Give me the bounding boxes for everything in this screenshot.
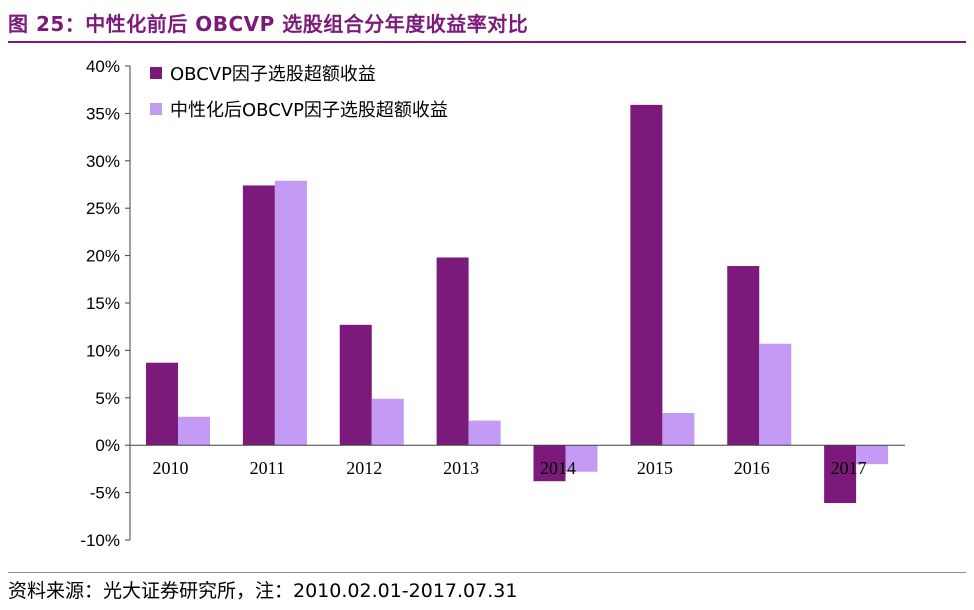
bar-obcvp-2017	[824, 445, 857, 504]
bar-obcvp-2011	[242, 185, 275, 446]
bar-neutralized-2014	[565, 445, 598, 472]
bar-obcvp-2012	[339, 324, 372, 446]
x-tick-label: 2012	[346, 458, 382, 478]
bar-neutralized-2013	[468, 420, 501, 446]
y-tick-label: 10%	[86, 341, 120, 360]
bar-neutralized-2012	[371, 398, 404, 446]
y-tick-label: 40%	[86, 57, 120, 76]
bar-chart: -10% -5% 0% 5% 10% 15% 20% 25% 30% 35% 40% 2010 2011…	[80, 57, 905, 550]
bar-neutralized-2016	[759, 343, 792, 446]
legend-swatch	[150, 67, 162, 79]
y-tick-label: 30%	[86, 152, 120, 171]
bar-neutralized-2015	[662, 412, 695, 446]
y-tick-label: 20%	[86, 247, 120, 266]
y-tick-label: -10%	[80, 531, 120, 550]
bar-obcvp-2014	[533, 445, 566, 482]
bar-neutralized-2010	[178, 416, 210, 446]
title-divider	[8, 41, 966, 43]
x-tick-label: 2017	[831, 458, 867, 478]
x-tick-label: 2016	[734, 458, 770, 478]
bar-obcvp-2016	[727, 266, 760, 446]
bar-neutralized-2011	[274, 180, 307, 446]
legend-label: 中性化后OBCVP因子选股超额收益	[170, 100, 448, 121]
x-tick-label: 2010	[152, 458, 188, 478]
bar-obcvp-2015	[630, 104, 663, 446]
x-tick-label: 2011	[250, 458, 285, 478]
legend-swatch	[150, 103, 162, 115]
x-tick-label: 2013	[443, 458, 479, 478]
y-tick-label: -5%	[90, 484, 120, 503]
bar-obcvp-2010	[146, 362, 178, 446]
source-note: 资料来源：光大证券研究所，注：2010.02.01-2017.07.31	[8, 580, 518, 602]
y-tick-label: 5%	[95, 389, 120, 408]
bar-obcvp-2013	[436, 257, 469, 446]
x-tick-label: 2015	[637, 458, 673, 478]
y-tick-label: 15%	[86, 294, 120, 313]
x-tick-label: 2014	[540, 458, 576, 478]
legend-label: OBCVP因子选股超额收益	[170, 64, 376, 85]
bar-neutralized-2017	[856, 445, 889, 465]
y-tick-label: 25%	[86, 199, 120, 218]
y-tick-label: 35%	[86, 104, 120, 123]
y-tick-label: 0%	[95, 436, 120, 455]
source-divider	[8, 572, 966, 573]
figure-title: 图 25：中性化前后 OBCVP 选股组合分年度收益率对比	[8, 12, 529, 36]
